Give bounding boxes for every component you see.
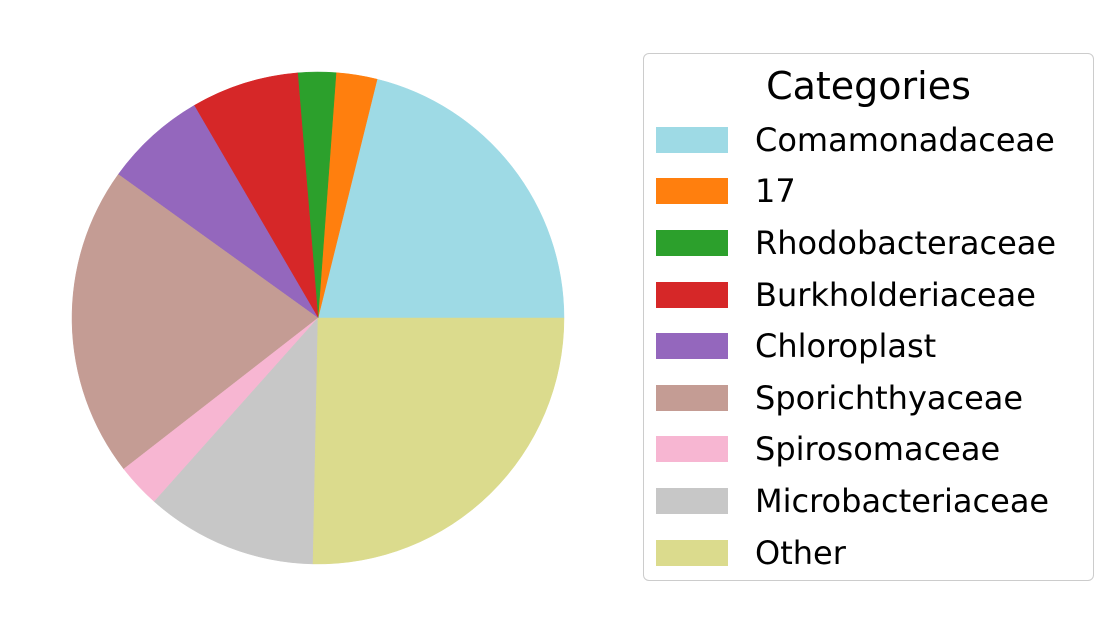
legend-swatch (656, 333, 728, 360)
legend-label: Sporichthyaceae (755, 378, 1024, 417)
pie-slice-sporichthyaceae (71, 174, 319, 470)
legend-label: Chloroplast (755, 327, 937, 366)
legend-label: Burkholderiaceae (755, 275, 1036, 314)
legend-item: Rhodobacteraceae (656, 217, 1056, 269)
legend-item: Microbacteriaceae (656, 475, 1056, 527)
legend-label: Comamonadaceae (755, 120, 1055, 159)
legend-item: Spirosomaceae (656, 424, 1056, 476)
pie-chart (71, 71, 565, 565)
pie-chart-area (71, 71, 565, 565)
legend-label: 17 (755, 172, 796, 211)
legend-item: Sporichthyaceae (656, 372, 1056, 424)
legend-swatch (656, 281, 728, 308)
legend-items: Comamonadaceae 17 Rhodobacteraceae Burkhold… (656, 114, 1056, 578)
pie-slice-other (312, 317, 565, 565)
legend-swatch (656, 539, 728, 566)
legend: Categories Comamonadaceae 17 Rhodobacterac… (643, 53, 1094, 581)
legend-swatch (656, 229, 728, 256)
legend-label: Rhodobacteraceae (755, 223, 1057, 262)
legend-item: Comamonadaceae (656, 114, 1056, 166)
legend-swatch (656, 178, 728, 205)
legend-item: Chloroplast (656, 320, 1056, 372)
legend-item: Burkholderiaceae (656, 269, 1056, 321)
pie-slice-microbacteriaceae (153, 317, 319, 565)
legend-item: Other (656, 527, 1056, 579)
legend-item: 17 (656, 166, 1056, 218)
legend-swatch (656, 384, 728, 411)
legend-swatch (656, 487, 728, 514)
pie-slice-comamonadaceae (317, 78, 565, 319)
pie-slice-burkholderiaceae (193, 72, 319, 319)
legend-label: Microbacteriaceae (755, 481, 1050, 520)
legend-title: Categories (766, 64, 971, 108)
legend-label: Other (755, 533, 846, 572)
legend-swatch (656, 436, 728, 463)
legend-swatch (656, 126, 728, 153)
legend-label: Spirosomaceae (755, 430, 1001, 469)
